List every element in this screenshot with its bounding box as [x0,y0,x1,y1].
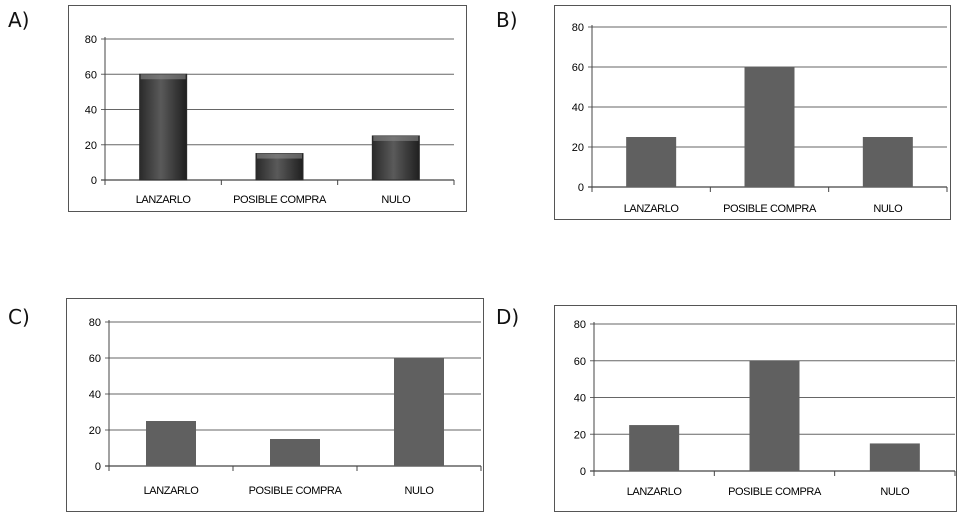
chart-b-svg: 0 20 40 60 80 LANZARLO POSIBLE COMPRA NULO [572,22,948,215]
chart-d-category-label: LANZARLO [627,486,683,498]
chart-c-ytick-label: 40 [89,389,101,401]
chart-b-bar-lanzarlo [626,137,677,187]
option-label-a: A) [8,8,30,32]
chart-b-category-label: POSIBLE COMPRA [723,203,817,215]
chart-c-category-label: NULO [405,485,435,497]
chart-c-bar-posible-compra [270,439,320,466]
chart-b-bar-nulo [862,137,913,187]
chart-a-bar-cap [373,135,419,141]
chart-a-ytick-label: 60 [85,69,97,81]
chart-b-category-label: LANZARLO [624,203,680,215]
chart-d-bar-lanzarlo [629,425,680,471]
chart-d-ytick-label: 40 [574,393,586,405]
chart-c-ytick-label: 20 [89,425,101,437]
chart-d-ytick-label: 80 [574,319,586,331]
chart-b-ytick-label: 80 [572,22,584,34]
chart-a: 0 20 40 60 80 LANZARLO POSIBLE COMPRA NULO [68,5,467,212]
option-label-c: C) [8,305,30,329]
chart-a-bar-cap [257,153,302,159]
chart-c-ytick-label: 0 [95,461,101,473]
chart-c-category-label: LANZARLO [144,485,200,497]
chart-a-category-label: NULO [381,194,411,206]
chart-a-bar-cap [140,74,186,80]
chart-b-bar-posible-compra [744,67,795,187]
chart-a-ytick-label: 80 [85,34,97,46]
chart-b-ytick-label: 20 [572,142,584,154]
chart-a-bar-lanzarlo [139,73,188,181]
chart-a-ytick-label: 40 [85,105,97,117]
chart-b-ytick-label: 60 [572,62,584,74]
chart-c-ytick-label: 60 [89,353,101,365]
option-label-b: B) [496,8,518,32]
chart-c: 0 20 40 60 80 LANZARLO POSIBLE COMPRA NULO [66,298,484,512]
chart-d-category-label: POSIBLE COMPRA [728,486,822,498]
option-label-d: D) [496,305,520,329]
chart-c-svg: 0 20 40 60 80 LANZARLO POSIBLE COMPRA NULO [89,317,482,497]
chart-d-ytick-label: 20 [574,429,586,441]
chart-d: 0 20 40 60 80 LANZARLO POSIBLE COMPRA NULO [554,305,957,512]
chart-c-bar-nulo [394,358,444,466]
chart-c-category-label: POSIBLE COMPRA [249,485,343,497]
chart-d-ytick-label: 60 [574,356,586,368]
chart-b-ytick-label: 0 [578,182,584,194]
chart-d-svg: 0 20 40 60 80 LANZARLO POSIBLE COMPRA NULO [574,319,956,498]
chart-a-svg: 0 20 40 60 80 LANZARLO POSIBLE COMPRA NULO [85,34,455,206]
chart-d-category-label: NULO [880,486,910,498]
chart-d-ytick-label: 0 [580,466,586,478]
chart-d-bar-nulo [869,443,920,471]
chart-a-category-label: POSIBLE COMPRA [233,194,327,206]
chart-b-ytick-label: 40 [572,102,584,114]
chart-a-ytick-label: 20 [85,140,97,152]
chart-c-ytick-label: 80 [89,317,101,329]
chart-c-bar-lanzarlo [146,421,196,466]
chart-d-bar-posible-compra [749,360,800,471]
chart-a-bar-nulo [371,135,420,181]
chart-a-category-label: LANZARLO [136,194,192,206]
chart-a-ytick-label: 0 [91,175,97,187]
chart-b-category-label: NULO [873,203,903,215]
chart-b: 0 20 40 60 80 LANZARLO POSIBLE COMPRA NULO [554,5,951,220]
